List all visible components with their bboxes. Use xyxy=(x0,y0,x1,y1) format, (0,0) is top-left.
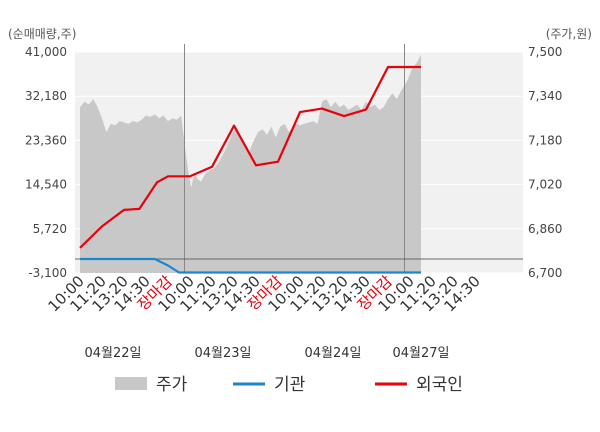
legend-label: 외국인 xyxy=(416,375,463,395)
right-tick-label: 7,340 xyxy=(528,89,562,103)
left-tick-label: 32,180 xyxy=(25,89,67,103)
date-label: 04월23일 xyxy=(194,346,251,361)
left-tick-label: 23,360 xyxy=(25,133,67,147)
left-tick-label: 5,720 xyxy=(33,222,67,236)
legend-label: 기관 xyxy=(274,375,305,395)
right-tick-label: 7,180 xyxy=(528,133,562,147)
right-tick-label: 6,860 xyxy=(528,222,562,236)
left-axis-unit: (순매매량,주) xyxy=(8,27,76,41)
right-tick-label: 7,020 xyxy=(528,178,562,192)
date-label: 04월24일 xyxy=(304,346,361,361)
right-tick-label: 7,500 xyxy=(528,45,562,59)
left-tick-label: 14,540 xyxy=(25,178,67,192)
left-tick-label: 41,000 xyxy=(25,45,67,59)
legend-label: 주가 xyxy=(156,375,188,395)
right-axis-unit: (주가,원) xyxy=(546,27,592,41)
right-tick-label: 6,700 xyxy=(528,266,562,280)
date-label: 04월27일 xyxy=(392,346,449,361)
legend-swatch-price xyxy=(115,377,147,390)
institution-line xyxy=(80,257,421,274)
date-label: 04월22일 xyxy=(84,346,141,361)
foreign-line xyxy=(79,65,421,249)
price-area xyxy=(80,54,421,273)
left-tick-label: -3,100 xyxy=(28,266,67,280)
